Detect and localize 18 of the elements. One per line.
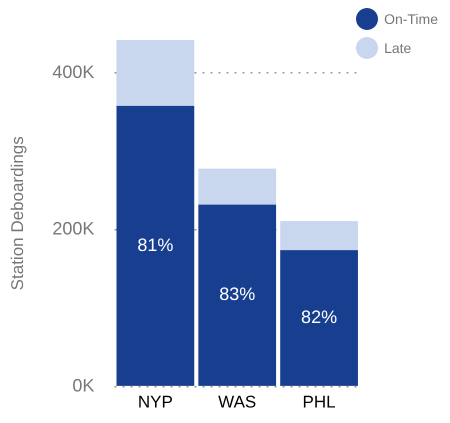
y-axis-title: Station Deboardings <box>8 136 27 290</box>
annotation: 83% <box>219 284 256 304</box>
legend-label: Late <box>384 40 412 56</box>
bar <box>280 250 358 386</box>
annotation: 82% <box>301 306 338 327</box>
bar <box>280 221 358 250</box>
bar <box>198 168 276 205</box>
y-tick-label: 0K <box>72 376 94 396</box>
bar <box>116 106 194 386</box>
bar <box>116 40 194 106</box>
x-tick-label: WAS <box>218 392 256 412</box>
bar <box>198 204 276 386</box>
y-tick-label: 400K <box>52 62 94 82</box>
legend-label: On-Time <box>384 10 438 26</box>
x-tick-label: NYP <box>138 392 173 412</box>
x-tick-label: PHL <box>302 392 336 412</box>
annotation: 81% <box>137 234 174 255</box>
y-tick-label: 200K <box>52 218 94 239</box>
